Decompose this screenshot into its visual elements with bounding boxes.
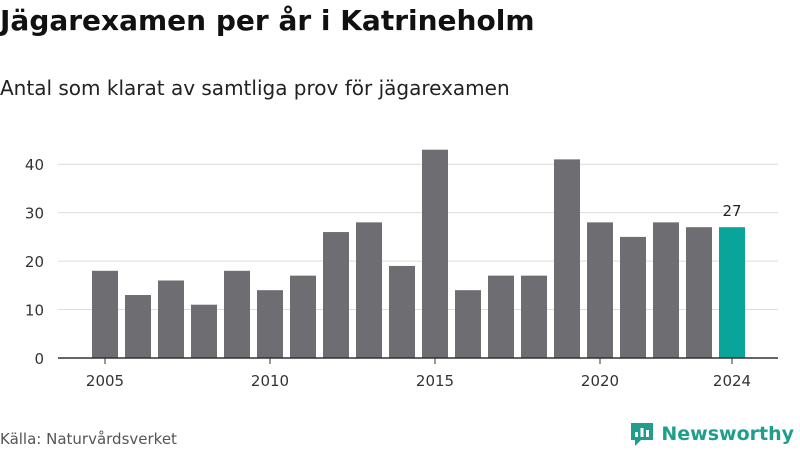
- bar-2010: [257, 290, 283, 358]
- x-tick-label: 2010: [251, 372, 289, 390]
- y-tick-label: 0: [34, 350, 44, 368]
- chart-title: Jägarexamen per år i Katrineholm: [0, 4, 535, 37]
- bar-chart: 0 10 20 30 40 27 2005 2010 2015 2020 2024: [25, 149, 778, 390]
- bar-2009: [224, 270, 250, 358]
- newsworthy-logo-icon: [631, 423, 654, 446]
- bar-2011: [290, 275, 316, 358]
- bar-2023: [686, 227, 712, 358]
- bar-2014: [389, 265, 415, 358]
- bar-2021: [620, 236, 646, 358]
- brand-name: Newsworthy: [661, 423, 794, 445]
- data-label-2024: 27: [722, 202, 741, 220]
- bar-2018: [521, 275, 547, 358]
- bar-2017: [488, 275, 514, 358]
- bar-2008: [191, 304, 217, 358]
- x-tick-label: 2024: [713, 372, 751, 390]
- bar-2006: [125, 295, 151, 358]
- x-tick-label: 2015: [416, 372, 454, 390]
- bar-2019: [554, 159, 580, 358]
- bar-2012: [323, 232, 349, 358]
- bar-2007: [158, 280, 184, 358]
- bar-2020: [587, 222, 613, 358]
- x-tick-label: 2005: [86, 372, 124, 390]
- bar-2015: [422, 149, 448, 358]
- chart-subtitle: Antal som klarat av samtliga prov för jä…: [0, 76, 510, 100]
- bar-2005: [92, 270, 118, 358]
- bar-2024: [719, 227, 745, 358]
- bar-2013: [356, 222, 382, 358]
- axes: [58, 357, 778, 364]
- y-tick-label: 20: [25, 253, 44, 271]
- bar-2022: [653, 222, 679, 358]
- y-tick-label: 30: [25, 205, 44, 223]
- brand-logo[interactable]: Newsworthy: [629, 421, 794, 447]
- x-tick-label: 2020: [581, 372, 619, 390]
- labels: 0 10 20 30 40 27 2005 2010 2015 2020 2024: [25, 156, 751, 390]
- y-tick-label: 40: [25, 156, 44, 174]
- bars: [92, 149, 745, 358]
- y-tick-label: 10: [25, 302, 44, 320]
- source-note: Källa: Naturvårdsverket: [0, 430, 177, 448]
- bar-2016: [455, 290, 481, 358]
